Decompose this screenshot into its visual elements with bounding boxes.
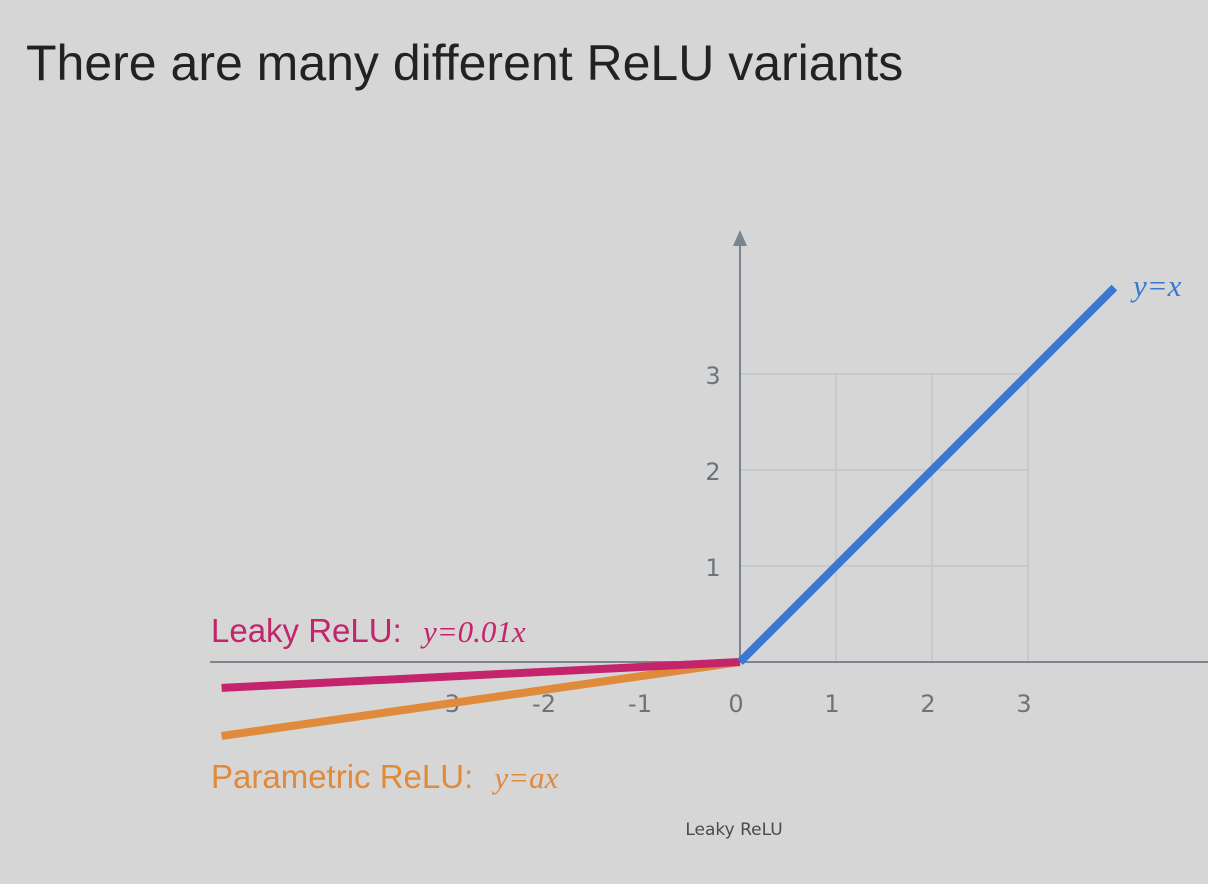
y-tick-label: 1 xyxy=(705,554,720,582)
x-tick-label: 1 xyxy=(824,690,839,718)
parametric-relu-name: Parametric ReLU: xyxy=(211,758,473,795)
parametric-relu-formula: y=ax xyxy=(491,760,558,795)
series-lines xyxy=(221,284,1118,740)
y-tick-labels: 1 2 3 xyxy=(705,362,720,582)
series-line-identity xyxy=(737,284,1118,665)
identity-formula-label: y=x xyxy=(1130,268,1182,303)
y-tick-label: 3 xyxy=(705,362,720,390)
x-tick-label: 0 xyxy=(728,690,743,718)
grid-lines xyxy=(740,373,1029,662)
series-line-parametric xyxy=(221,658,741,740)
parametric-relu-label: Parametric ReLU: y=ax xyxy=(211,758,559,795)
y-tick-label: 2 xyxy=(705,458,720,486)
series-line-leaky xyxy=(221,658,741,692)
x-tick-label: 3 xyxy=(1016,690,1031,718)
leaky-relu-formula: y=0.01x xyxy=(420,614,526,649)
leaky-relu-name: Leaky ReLU: xyxy=(211,612,402,649)
slide-title: There are many different ReLU variants xyxy=(26,35,904,91)
x-tick-label: -1 xyxy=(628,690,652,718)
chart-caption: Leaky ReLU xyxy=(685,820,782,840)
x-tick-label: -2 xyxy=(532,690,556,718)
leaky-relu-label: Leaky ReLU: y=0.01x xyxy=(211,612,526,649)
x-tick-label: 2 xyxy=(920,690,935,718)
axes xyxy=(210,230,1208,663)
y-axis-arrow-icon xyxy=(733,230,747,246)
